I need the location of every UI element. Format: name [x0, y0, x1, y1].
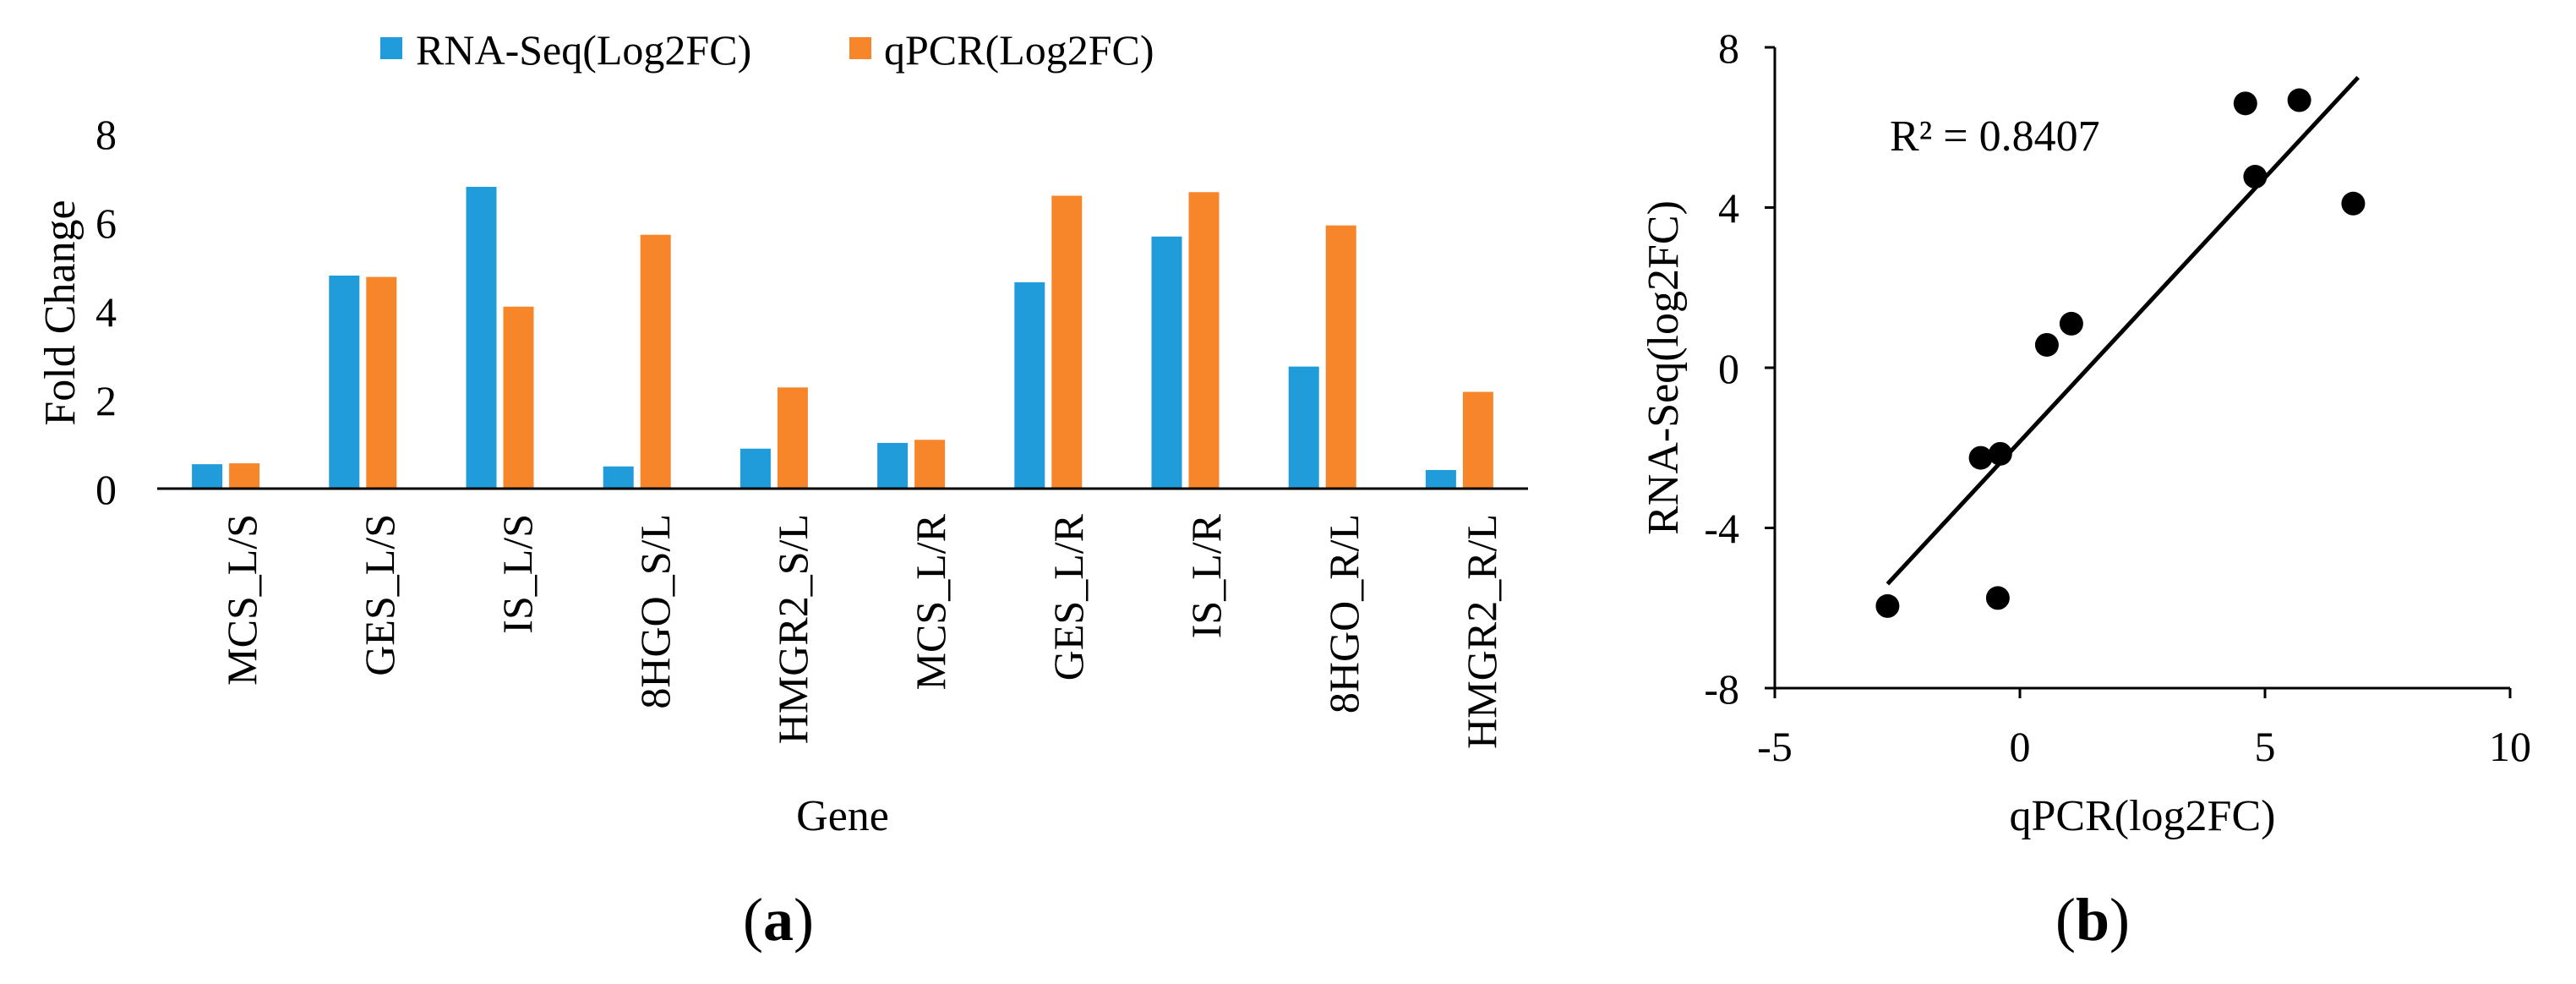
y-tick-label: 2: [96, 377, 117, 424]
legend-swatch-rna-seq: [380, 37, 402, 59]
x-tick-label: 10: [2489, 723, 2531, 770]
scatter-point-7: [2243, 165, 2268, 189]
scatter-point-9: [2341, 191, 2366, 216]
bar-qpcr-3: [640, 234, 671, 489]
bar-rna-seq-5: [877, 442, 909, 489]
x-category-label: 8HGO_R/L: [1320, 514, 1367, 713]
scatter-point-0: [1875, 593, 1900, 618]
y-tick-label: -8: [1704, 665, 1739, 713]
y-tick-label: 4: [96, 288, 117, 336]
y-tick-label: -4: [1704, 505, 1739, 552]
x-category-label: 8HGO_S/L: [631, 514, 679, 709]
y-tick-label: 8: [1718, 25, 1739, 72]
bar-chart-panel: RNA-Seq(Log2FC) qPCR(Log2FC) 0 2 4 6 8 F…: [36, 26, 1528, 954]
y-axis-title: RNA-Seq(log2FC): [1640, 200, 1688, 535]
bar-qpcr-9: [1462, 391, 1493, 489]
x-category-label: MCS_L/S: [218, 514, 265, 686]
bar-qpcr-1: [366, 276, 397, 489]
x-axis-title: qPCR(log2FC): [2010, 792, 2276, 840]
scatter-points: [1875, 88, 2366, 618]
panel-label-a: (a): [743, 886, 814, 954]
scatter-point-8: [2287, 88, 2311, 112]
bar-rna-seq-0: [192, 464, 223, 489]
bar-qpcr-7: [1188, 192, 1220, 489]
y-axis: 0 2 4 6 8: [96, 111, 117, 513]
x-category-label: GES_L/R: [1045, 513, 1092, 681]
bar-rna-seq-9: [1425, 469, 1456, 489]
bar-rna-seq-7: [1151, 236, 1182, 489]
x-tick-label: 5: [2255, 723, 2276, 770]
bar-rna-seq-6: [1014, 282, 1045, 489]
bar-rna-seq-4: [740, 448, 771, 489]
bar-rna-seq-8: [1288, 366, 1319, 489]
legend-label-rna-seq: RNA-Seq(Log2FC): [416, 26, 751, 74]
bar-rna-seq-3: [603, 466, 634, 489]
bar-qpcr-0: [229, 463, 260, 489]
bar-qpcr-2: [503, 306, 534, 489]
legend-label-qpcr: qPCR(Log2FC): [884, 26, 1154, 74]
y-tick-label: 4: [1718, 184, 1739, 232]
scatter-point-4: [2034, 332, 2059, 357]
bar-rna-seq-2: [466, 187, 497, 489]
y-axis-title: Fold Change: [36, 200, 85, 425]
bar-qpcr-6: [1051, 195, 1083, 489]
y-axis: -8 -4 0 4 8: [1704, 25, 1775, 713]
scatter-point-1: [1968, 446, 1993, 470]
y-tick-label: 6: [96, 200, 117, 247]
scatter-chart-panel: -8 -4 0 4 8 -5 0 5 10 RNA-Seq(log2FC) qP…: [1640, 25, 2531, 954]
trendline: [1886, 75, 2360, 586]
x-axis-title: Gene: [796, 792, 889, 840]
y-tick-label: 0: [1718, 345, 1739, 392]
y-tick-label: 0: [96, 466, 117, 513]
scatter-point-5: [2059, 311, 2083, 336]
x-axis-categories: MCS_L/S GES_L/S IS_L/S 8HGO_S/L HMGR2_S/…: [218, 513, 1505, 748]
scatter-point-2: [1988, 441, 2012, 466]
bars: [192, 187, 1493, 489]
bar-qpcr-5: [914, 440, 946, 489]
x-category-label: HMGR2_R/L: [1458, 514, 1505, 749]
scatter-point-3: [1985, 586, 2010, 610]
legend-swatch-qpcr: [849, 37, 871, 59]
x-category-label: MCS_L/R: [907, 513, 954, 690]
x-category-label: IS_L/R: [1182, 513, 1230, 638]
bar-rna-seq-1: [329, 276, 360, 489]
y-tick-label: 8: [96, 111, 117, 158]
r-squared-annotation: R² = 0.8407: [1890, 112, 2100, 161]
x-tick-label: 0: [2010, 723, 2031, 770]
panel-label-b: (b): [2055, 886, 2130, 954]
x-category-label: HMGR2_S/L: [769, 514, 816, 744]
x-tick-label: -5: [1757, 723, 1793, 770]
bar-qpcr-4: [777, 387, 808, 489]
scatter-point-6: [2233, 91, 2257, 116]
x-category-label: GES_L/S: [356, 514, 403, 676]
x-axis: -5 0 5 10: [1757, 688, 2531, 770]
legend: RNA-Seq(Log2FC) qPCR(Log2FC): [380, 26, 1154, 74]
x-category-label: IS_L/S: [494, 514, 541, 634]
bar-qpcr-8: [1325, 225, 1356, 489]
